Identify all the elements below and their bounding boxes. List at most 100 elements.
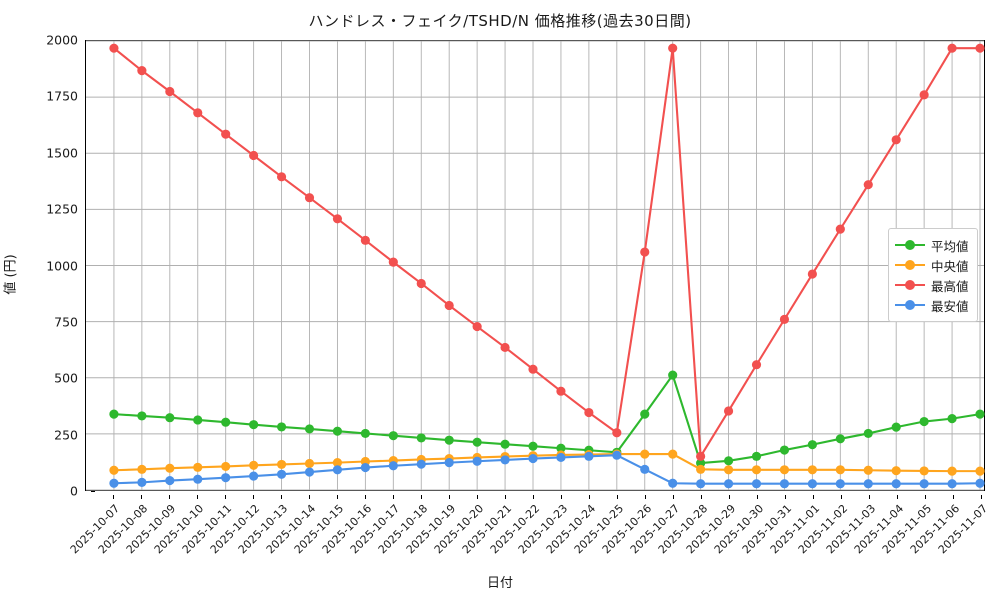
data-point (332, 465, 343, 475)
y-tick-label: 1250 (46, 201, 78, 217)
data-point (584, 451, 594, 461)
data-point (472, 321, 482, 332)
y-tick-label: 1500 (46, 145, 78, 161)
data-point (137, 477, 147, 487)
y-tick-mark (91, 491, 95, 492)
legend-marker-min (895, 299, 925, 311)
x-tick-mark (421, 495, 422, 499)
x-tick-mark (869, 495, 870, 499)
legend-item[interactable]: 最安値 (895, 295, 969, 315)
data-point (193, 474, 203, 484)
data-point (751, 479, 762, 489)
data-point (835, 479, 845, 489)
data-point (472, 437, 482, 447)
data-point (276, 459, 287, 469)
data-point (723, 465, 734, 475)
data-point (696, 458, 706, 468)
y-tick-label: 750 (54, 314, 78, 330)
legend-item[interactable]: 最高値 (895, 275, 969, 295)
legend-label: 最安値 (931, 298, 969, 314)
data-point (472, 456, 482, 466)
data-point (975, 43, 985, 53)
x-tick-mark (953, 495, 954, 499)
data-point (835, 434, 845, 444)
data-point (751, 465, 762, 475)
data-point (919, 90, 929, 100)
data-point (165, 413, 175, 423)
data-point (137, 66, 147, 76)
y-tick-label: 2000 (46, 32, 78, 48)
data-point (612, 428, 622, 438)
x-tick-mark (365, 495, 366, 499)
data-point (919, 479, 929, 489)
series-line (112, 453, 982, 473)
series-layer (109, 43, 985, 489)
data-point (863, 465, 873, 475)
data-point (779, 479, 790, 489)
x-tick-mark (841, 495, 842, 499)
data-point (500, 455, 510, 465)
data-point (975, 478, 985, 488)
data-point (807, 465, 817, 475)
data-point (304, 424, 315, 434)
data-point (891, 135, 901, 145)
data-point (360, 428, 370, 439)
data-point (249, 420, 259, 430)
data-point (221, 473, 231, 483)
x-tick-mark (617, 495, 618, 499)
x-tick-mark (813, 495, 814, 499)
data-point (975, 409, 985, 419)
legend-label: 最高値 (931, 278, 969, 294)
data-point (276, 422, 287, 432)
data-point (109, 465, 119, 475)
data-point (723, 406, 734, 416)
data-point (891, 479, 901, 489)
x-tick-mark (169, 495, 170, 499)
data-point (500, 439, 510, 449)
data-point (360, 462, 370, 473)
data-point (696, 464, 706, 474)
legend-item[interactable]: 平均値 (895, 235, 969, 255)
legend-marker-median (895, 259, 925, 271)
y-tick-label: 0 (70, 483, 78, 499)
data-point (947, 479, 957, 489)
data-point (165, 475, 175, 486)
data-point (612, 450, 622, 460)
legend-marker-mean (895, 239, 925, 251)
data-point (751, 360, 762, 370)
legend-label: 中央値 (931, 258, 969, 274)
x-tick-mark (701, 495, 702, 499)
data-point (165, 86, 175, 97)
x-tick-mark (897, 495, 898, 499)
legend-item[interactable]: 中央値 (895, 255, 969, 275)
data-point (528, 441, 538, 451)
x-axis-label: 日付 (486, 576, 513, 591)
data-point (528, 364, 538, 374)
series-line (112, 47, 982, 458)
data-point (388, 431, 398, 441)
x-tick-mark (645, 495, 646, 499)
x-tick-mark (337, 495, 338, 499)
x-tick-mark (673, 495, 674, 499)
x-tick-mark (393, 495, 394, 499)
y-axis-tick-labels: 0 250 500 750 1000 1250 1500 1750 2000 (10, 33, 95, 499)
data-point (668, 370, 678, 380)
data-point (109, 478, 119, 488)
x-tick-mark (225, 495, 226, 499)
x-tick-mark (281, 495, 282, 499)
data-point (696, 479, 706, 489)
data-point (779, 465, 790, 475)
data-point (137, 411, 147, 421)
data-point (807, 269, 817, 279)
chart-legend: 平均値 中央値 最高値 最安値 (888, 228, 978, 322)
data-point (416, 433, 426, 443)
data-point (444, 458, 454, 468)
x-tick-mark (253, 495, 254, 499)
x-tick-mark (197, 495, 198, 499)
data-point (668, 43, 678, 53)
series-line (112, 374, 982, 465)
data-point (975, 466, 985, 476)
legend-marker-max (895, 279, 925, 291)
x-tick-mark (533, 495, 534, 499)
x-tick-mark (113, 495, 114, 499)
